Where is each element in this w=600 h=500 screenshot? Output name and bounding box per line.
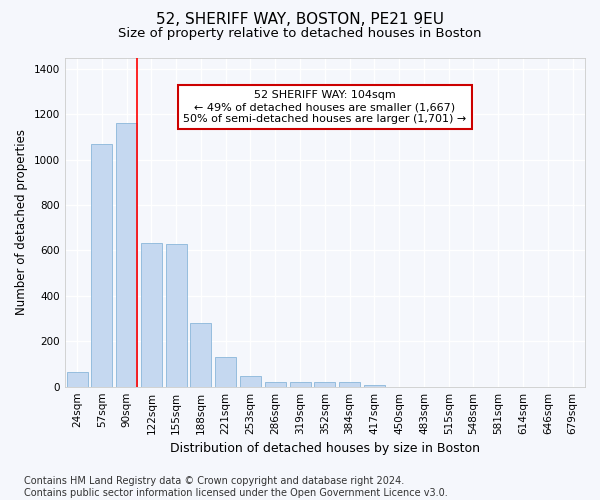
Bar (240, 376, 261, 386)
Bar (116, 124, 137, 386)
Y-axis label: Number of detached properties: Number of detached properties (15, 129, 28, 315)
Bar (265, 382, 286, 386)
Bar (364, 385, 385, 386)
Text: 52, SHERIFF WAY, BOSTON, PE21 9EU: 52, SHERIFF WAY, BOSTON, PE21 9EU (156, 12, 444, 28)
Bar (290, 382, 311, 386)
Text: Size of property relative to detached houses in Boston: Size of property relative to detached ho… (118, 28, 482, 40)
X-axis label: Distribution of detached houses by size in Boston: Distribution of detached houses by size … (170, 442, 480, 455)
Bar (190, 323, 211, 386)
Bar (141, 242, 162, 386)
Text: Contains HM Land Registry data © Crown copyright and database right 2024.
Contai: Contains HM Land Registry data © Crown c… (24, 476, 448, 498)
Bar (215, 357, 236, 386)
Bar (339, 382, 360, 386)
Bar (67, 372, 88, 386)
Text: 52 SHERIFF WAY: 104sqm
← 49% of detached houses are smaller (1,667)
50% of semi-: 52 SHERIFF WAY: 104sqm ← 49% of detached… (183, 90, 466, 124)
Bar (314, 382, 335, 386)
Bar (91, 144, 112, 386)
Bar (166, 244, 187, 386)
